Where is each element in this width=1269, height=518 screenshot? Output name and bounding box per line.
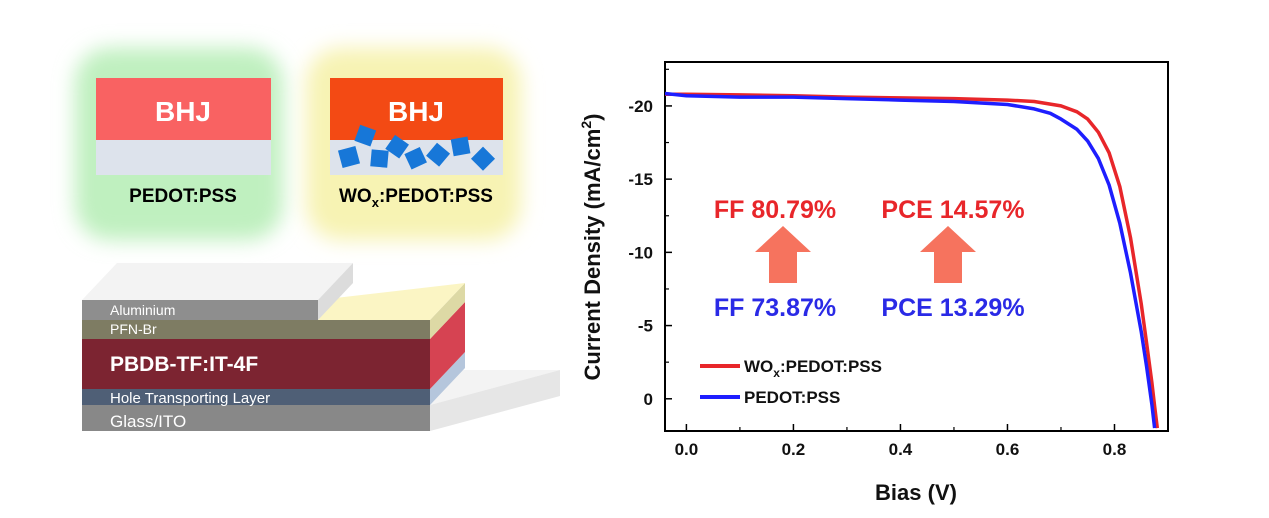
x-ticks: 0.0 0.2 0.4 0.6 0.8: [675, 424, 1169, 459]
y-axis-label: Current Density (mA/cm2): [578, 114, 605, 381]
glass-layer-side: [430, 370, 560, 431]
wox-particle: [450, 136, 471, 157]
pfn-label: PFN-Br: [110, 321, 157, 337]
x-tick-label: 0.0: [675, 440, 699, 459]
y-tick-label: -15: [628, 170, 653, 189]
htl-layer-front: [82, 389, 430, 405]
wox-particle: [470, 146, 496, 171]
y-tick-label: 0: [644, 390, 653, 409]
ff-bottom-annotation: FF 73.87%: [714, 294, 836, 322]
wox-particle: [404, 146, 427, 170]
panel-wox-bhj-label: BHJ: [388, 96, 444, 127]
panel-pedot-base-layer: [96, 140, 271, 175]
panel-pedot-bhj-label: BHJ: [155, 96, 211, 127]
legend: WOx:PEDOT:PSS PEDOT:PSS: [700, 357, 882, 407]
wox-particle: [354, 124, 377, 147]
wox-particles: [337, 124, 496, 171]
panel-pedot-bhj-layer: [96, 78, 271, 140]
ff-improvement-arrow-icon: [755, 226, 811, 283]
legend-label-pedot: PEDOT:PSS: [744, 388, 840, 407]
panel-pedot-caption: PEDOT:PSS: [129, 186, 237, 207]
device-stack: Aluminium PFN-Br PBDB-TF:IT-4F Hole Tran…: [82, 263, 560, 431]
legend-label-wox: WOx:PEDOT:PSS: [744, 357, 882, 380]
y-tick-label: -10: [628, 243, 653, 262]
y-tick-label: -5: [638, 317, 653, 336]
pfn-layer-front: [82, 320, 430, 339]
wox-particle: [426, 142, 451, 167]
x-axis-label: Bias (V): [875, 480, 957, 505]
y-tick-label: -20: [628, 97, 653, 116]
series-line-wox-pedot-pss: [665, 92, 1160, 429]
aluminium-layer-front: [82, 300, 318, 320]
pce-improvement-arrow-icon: [920, 226, 976, 283]
active-layer-front: [82, 339, 430, 389]
pfn-layer-side: [430, 283, 465, 339]
active-layer-side: [430, 302, 465, 389]
pfn-layer-top: [318, 283, 465, 320]
pce-bottom-annotation: PCE 13.29%: [881, 294, 1024, 322]
panel-pedot: BHJ PEDOT:PSS: [75, 48, 283, 240]
wox-particle: [337, 145, 361, 169]
curves: [665, 91, 1160, 429]
wox-particle: [385, 134, 409, 159]
plot-frame: [664, 61, 1169, 432]
pce-top-annotation: PCE 14.57%: [881, 196, 1024, 224]
x-tick-label: 0.8: [1103, 440, 1127, 459]
panel-wox-caption: WOx:PEDOT:PSS: [339, 186, 493, 210]
active-label: PBDB-TF:IT-4F: [110, 353, 258, 376]
aluminium-layer-side: [318, 263, 353, 320]
aluminium-label: Aluminium: [110, 302, 175, 318]
glass-layer-front: [82, 405, 430, 431]
htl-label: Hole Transporting Layer: [110, 390, 270, 407]
aluminium-layer-top: [82, 263, 353, 300]
wox-particle: [370, 149, 389, 168]
y-ticks: -20 -15 -10 -5 0: [628, 68, 672, 409]
series-line-pedot-pss: [665, 91, 1157, 429]
jv-chart: 0.0 0.2 0.4 0.6 0.8 -20 -15 -10 -5 0 Bias (V) Cu…: [578, 61, 1169, 505]
x-tick-label: 0.4: [889, 440, 913, 459]
glass-label: Glass/ITO: [110, 412, 186, 431]
x-tick-label: 0.2: [782, 440, 806, 459]
panel-wox: BHJ WOx:PEDOT:PSS: [306, 48, 521, 240]
x-tick-label: 0.6: [996, 440, 1020, 459]
htl-layer-side: [430, 352, 465, 405]
ff-top-annotation: FF 80.79%: [714, 196, 836, 224]
